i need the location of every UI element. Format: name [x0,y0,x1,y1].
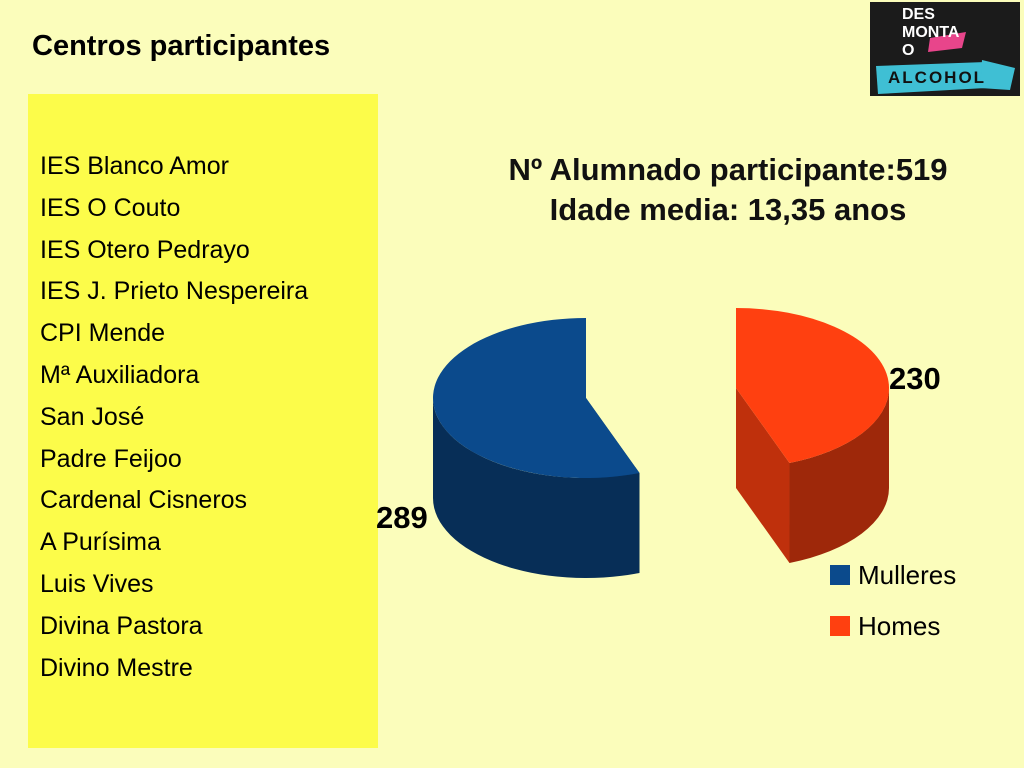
centres-list: IES Blanco Amor IES O Couto IES Otero Pedr… [40,146,308,689]
chart-title: Nº Alumnado participante:519 Idade media… [448,150,1008,230]
centre-item: IES O Couto [40,193,181,222]
legend-label-mulleres: Mulleres [858,559,957,590]
centre-item: Padre Feijoo [40,444,182,473]
desmonta-alcohol-logo: DES MONTA O ALCOHOL [870,2,1020,96]
pie-value-label-homes: 230 [889,361,941,396]
pie-slice-homes [736,308,890,563]
centre-item: IES Blanco Amor [40,152,229,180]
pie-chart [433,308,890,578]
chart-title-line2: Idade media: 13,35 anos [549,192,907,227]
pie-slice-top [736,308,890,463]
centre-item: Divina Pastora [40,611,203,640]
logo-text-line1: DES [902,6,935,23]
logo-band-left [876,62,986,94]
chart-title-line1: Nº Alumnado participante:519 [508,152,948,187]
pie-slice-top [433,318,640,478]
pie-value-label-mulleres: 289 [376,500,428,535]
logo-accent [928,32,966,52]
pie-slice-cut-face [736,388,790,563]
logo-text-line3: O [902,42,914,59]
centre-item: San José [40,402,145,431]
legend-label-homes: Homes [858,610,941,641]
logo-band-right [980,60,1015,90]
centre-item: Luis Vives [40,569,154,598]
legend-swatch-homes [830,616,850,636]
centre-item: Cardenal Cisneros [40,486,248,515]
slide-title: Centros participantes [32,30,331,62]
legend-swatch-mulleres [830,565,850,585]
chart-legend: Mulleres Homes [830,560,956,662]
logo-text-line2: MONTA [902,24,960,41]
logo-text-word: ALCOHOL [888,68,986,87]
centre-item: A Purísima [40,528,161,557]
centre-item: IES Otero Pedrayo [40,235,250,264]
pie-slice-mulleres [433,318,640,578]
pie-slice-wall [433,398,640,578]
centre-item: Mª Auxiliadora [40,360,200,389]
legend-item-homes: Homes [830,611,956,641]
pie-slice-wall [789,388,889,563]
centre-item: CPI Mende [40,319,166,348]
legend-item-mulleres: Mulleres [830,560,956,590]
centre-item: Divino Mestre [40,653,193,682]
centre-item: IES J. Prieto Nespereira [40,277,309,306]
centres-panel: IES Blanco Amor IES O Couto IES Otero Pedr… [28,94,378,748]
